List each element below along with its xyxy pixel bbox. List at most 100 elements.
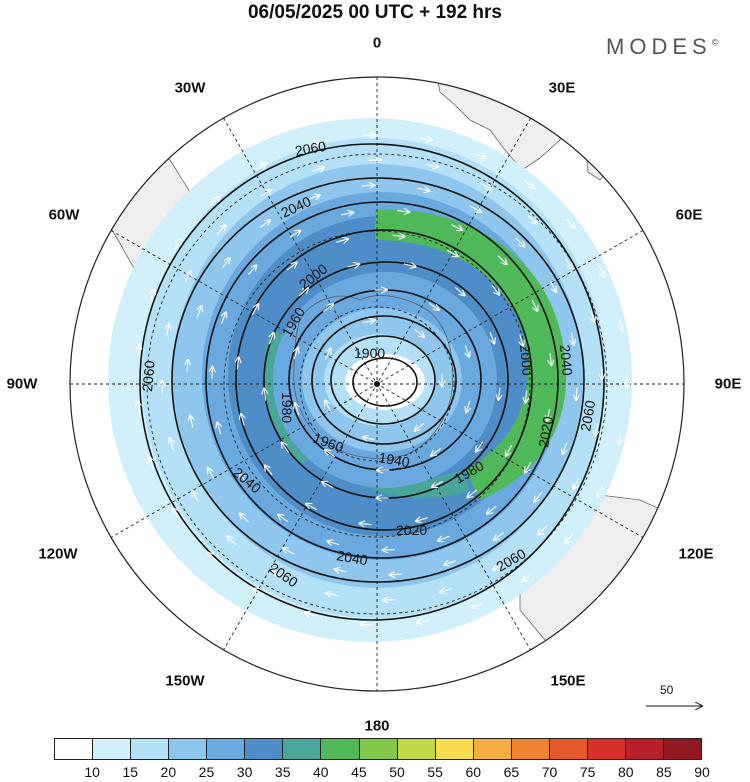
- wind-arrow: [190, 416, 193, 428]
- contour-label: 1900: [354, 345, 385, 361]
- wind-arrow: [414, 328, 424, 337]
- reference-vector-arrow: [646, 680, 710, 720]
- antarctica-coast: [293, 295, 454, 459]
- lon-label-60e: 60E: [675, 206, 703, 224]
- colorbar-label: 70: [541, 764, 558, 780]
- wind-arrow: [397, 211, 409, 213]
- contour-2000: [235, 229, 533, 531]
- wind-arrow: [227, 536, 237, 546]
- wind-arrow: [595, 423, 598, 436]
- wind-arrow: [260, 220, 270, 228]
- wind-arrow: [216, 225, 225, 235]
- wind-arrow: [278, 515, 289, 523]
- lon-label-150e: 150E: [550, 672, 586, 690]
- wind-arrow: [326, 593, 339, 596]
- wind-arrow: [538, 525, 548, 535]
- wind-arrow: [571, 332, 574, 345]
- wind-arrow: [282, 443, 290, 453]
- lon-label-0: 0: [372, 34, 382, 52]
- wind-arrow: [425, 164, 438, 167]
- colorbar-box: [93, 739, 132, 759]
- wind-arrow: [438, 536, 450, 540]
- wind-arrow: [170, 438, 174, 450]
- wind-arrow: [451, 224, 463, 230]
- wind-arrow: [432, 480, 443, 487]
- lon-label-180: 180: [364, 717, 390, 735]
- contour-1900: [352, 357, 418, 407]
- colorbar-label: 30: [236, 764, 253, 780]
- wind-arrow: [298, 288, 308, 297]
- wind-arrow: [598, 485, 604, 497]
- wind-arrow: [269, 333, 273, 345]
- wind-arrow: [187, 360, 188, 373]
- wind-arrow: [506, 444, 513, 456]
- map-title: 06/05/2025 00 UTC + 192 hrs: [247, 2, 503, 23]
- contour-label: 2040: [557, 344, 576, 377]
- lon-label-30e: 30E: [548, 79, 576, 97]
- contour-label: 2060: [577, 399, 598, 433]
- contour-label: 2020: [535, 415, 556, 449]
- wind-arrow: [576, 387, 577, 400]
- wind-arrow: [566, 218, 575, 228]
- contour-label: 2020: [396, 522, 427, 538]
- wind-vectors: [138, 135, 627, 625]
- wind-arrow: [417, 188, 430, 191]
- colorbar: [54, 738, 702, 760]
- colorbar-box: [435, 739, 474, 759]
- wind-arrow: [322, 482, 334, 488]
- colorbar-label: 35: [274, 764, 291, 780]
- wind-arrow: [419, 138, 432, 140]
- colorbar-label: 65: [503, 764, 520, 780]
- jet-core-green: [375, 209, 567, 500]
- colorbar-box: [397, 739, 436, 759]
- wind-arrow: [455, 286, 464, 295]
- wind-arrow: [440, 589, 452, 593]
- wind-arrow: [221, 258, 229, 269]
- wind-arrow: [240, 474, 248, 484]
- wind-arrow: [347, 264, 360, 267]
- contour-label: 1940: [377, 449, 411, 470]
- colorbar-label: 80: [617, 764, 634, 780]
- wind-arrow: [474, 152, 486, 158]
- wind-arrow: [217, 423, 220, 435]
- wind-speed-shading: [108, 118, 632, 642]
- wind-arrow: [524, 180, 535, 188]
- wind-arrow: [328, 541, 340, 544]
- map-boundary: [69, 76, 685, 692]
- colorbar-box: [511, 739, 550, 759]
- colorbar-label: 85: [656, 764, 672, 780]
- colorbar-box: [131, 739, 170, 759]
- colorbar-label: 60: [465, 764, 482, 780]
- wind-arrow: [362, 320, 375, 323]
- wind-arrow: [251, 304, 258, 316]
- lon-label-150w: 150W: [165, 672, 205, 690]
- contour-1940: [311, 315, 457, 445]
- wind-arrow: [497, 255, 507, 265]
- wind-arrow: [335, 569, 347, 572]
- wind-arrow: [336, 239, 348, 242]
- lon-label-60w: 60W: [48, 206, 80, 224]
- wind-arrow: [294, 348, 298, 360]
- colorbar-label: 40: [313, 764, 329, 780]
- wind-arrow: [493, 563, 504, 570]
- wind-arrow: [138, 401, 139, 414]
- lon-label-120w: 120W: [38, 545, 78, 563]
- wind-arrow: [306, 504, 318, 511]
- wind-arrow: [240, 514, 249, 523]
- wind-arrow: [283, 548, 294, 555]
- wind-arrow: [487, 505, 497, 514]
- contour-2020: [205, 201, 559, 559]
- wind-arrow: [428, 302, 439, 310]
- wind-arrow: [184, 271, 191, 282]
- wind-arrow: [598, 265, 604, 277]
- wind-arrow: [174, 239, 182, 250]
- wind-arrow: [531, 299, 537, 311]
- pole-marker: [374, 381, 380, 387]
- wind-arrow: [494, 532, 504, 540]
- wind-arrow: [138, 344, 139, 357]
- wind-arrow: [260, 190, 271, 197]
- wind-arrow: [550, 353, 552, 365]
- colorbar-box: [625, 739, 664, 759]
- wind-arrow: [362, 185, 374, 186]
